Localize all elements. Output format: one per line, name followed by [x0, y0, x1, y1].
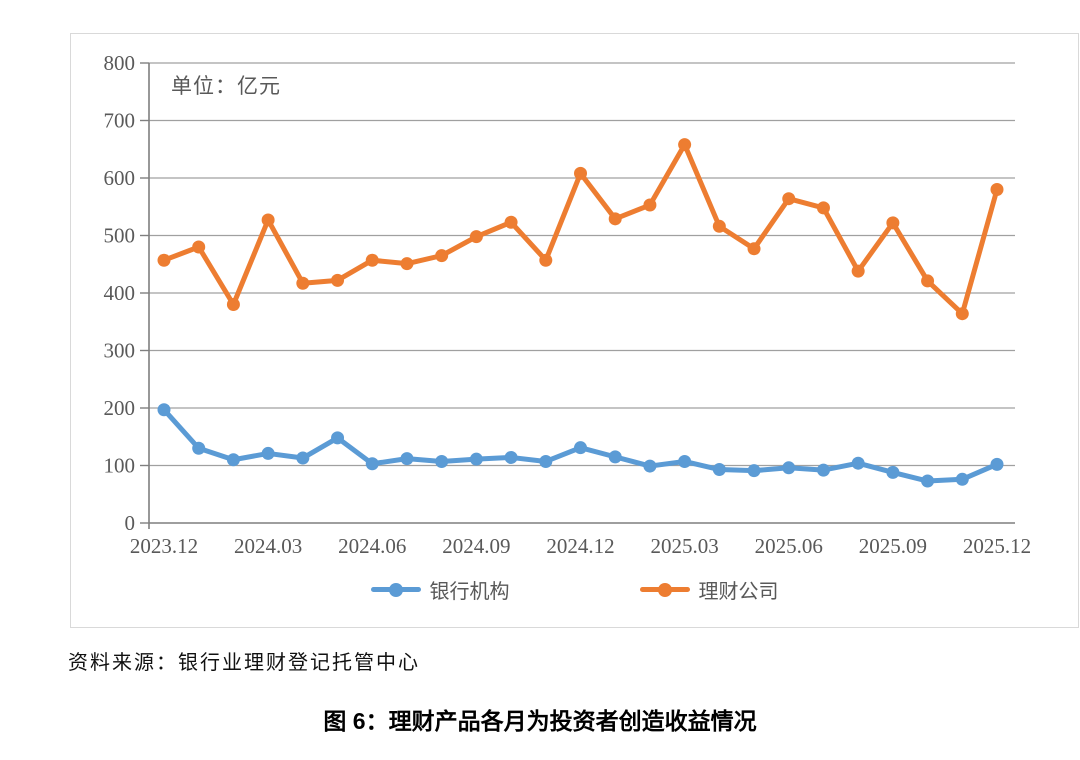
legend-dot-icon	[657, 582, 672, 597]
svg-text:400: 400	[104, 281, 136, 305]
svg-text:200: 200	[104, 396, 136, 420]
legend-line-icon	[370, 582, 421, 597]
svg-text:2025.03: 2025.03	[651, 534, 719, 558]
chart-box: 单位：亿元 0 100 200 300 400 500 600 700 800 2023.12 20…	[70, 33, 1079, 628]
legend-dot-icon	[388, 582, 403, 597]
chart-svg: 0 100 200 300 400 500 600 700 800 2023.12 2024.03 2…	[104, 51, 1032, 558]
figure-title: 图 6：理财产品各月为投资者创造收益情况	[323, 708, 757, 734]
svg-text:2025.09: 2025.09	[859, 534, 927, 558]
unit-label: 单位：亿元	[171, 74, 281, 98]
legend-label-bank: 银行机构	[429, 581, 510, 603]
legend-item-bank: 银行机构	[370, 575, 510, 604]
legend-line-icon	[639, 582, 690, 597]
svg-text:2025.06: 2025.06	[755, 534, 823, 558]
svg-text:300: 300	[104, 339, 136, 363]
source-note: 资料来源：银行业理财登记托管中心	[68, 652, 420, 674]
svg-text:800: 800	[104, 51, 136, 75]
svg-text:600: 600	[104, 166, 136, 190]
svg-text:2024.06: 2024.06	[338, 534, 406, 558]
svg-text:2024.12: 2024.12	[546, 534, 614, 558]
svg-text:0: 0	[125, 511, 136, 535]
svg-text:2023.12: 2023.12	[130, 534, 198, 558]
legend-item-wealth: 理财公司	[639, 575, 779, 604]
svg-text:2024.03: 2024.03	[234, 534, 302, 558]
svg-text:2025.12: 2025.12	[963, 534, 1031, 558]
chart-legend: 银行机构 理财公司	[71, 575, 1078, 604]
svg-text:700: 700	[104, 109, 136, 133]
svg-text:2024.09: 2024.09	[442, 534, 510, 558]
legend-label-wealth: 理财公司	[698, 581, 779, 603]
svg-text:100: 100	[104, 454, 136, 478]
svg-text:500: 500	[104, 224, 136, 248]
